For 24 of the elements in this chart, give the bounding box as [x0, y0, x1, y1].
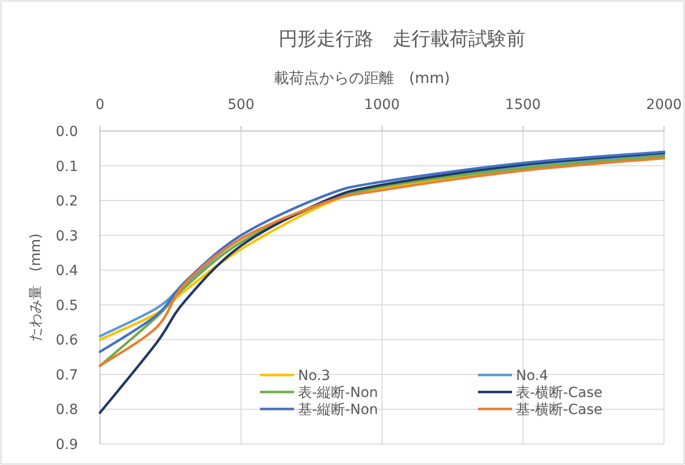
- x-tick-label: 2000: [646, 97, 682, 113]
- y-tick-label: 0.2: [56, 194, 78, 210]
- y-tick-label: 0.5: [56, 298, 78, 314]
- y-tick-label: 0.3: [56, 228, 78, 244]
- x-tick-label: 1000: [364, 97, 400, 113]
- x-axis-title: 載荷点からの距離 (mm): [274, 69, 450, 87]
- y-tick-label: 0.6: [56, 332, 78, 349]
- legend-label: No.3: [298, 368, 330, 384]
- y-tick-label: 0.0: [56, 124, 78, 140]
- y-tick-label: 0.1: [56, 158, 78, 175]
- chart-title: 円形走行路 走行載荷試験前: [278, 28, 526, 50]
- legend-label: No.4: [516, 368, 548, 384]
- y-tick-label: 0.8: [56, 402, 78, 418]
- y-axis-title: たわみ量 (mm): [28, 233, 44, 342]
- legend-label: 基-横断-Case: [516, 402, 602, 418]
- legend-label: 表-横断-Case: [516, 385, 602, 401]
- y-tick-label: 0.9: [56, 437, 78, 453]
- x-tick-label: 0: [96, 97, 104, 113]
- x-tick-label: 1500: [505, 97, 541, 113]
- legend-label: 基-縦断-Non: [298, 402, 378, 418]
- y-tick-label: 0.7: [56, 367, 78, 384]
- legend-label: 表-縦断-Non: [298, 385, 378, 401]
- x-tick-label: 500: [228, 97, 254, 113]
- y-tick-label: 0.4: [56, 263, 78, 280]
